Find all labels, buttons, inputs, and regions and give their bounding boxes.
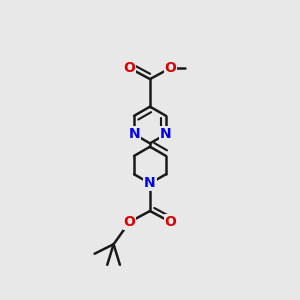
Text: N: N (128, 127, 140, 141)
Text: O: O (124, 61, 135, 75)
Text: O: O (165, 61, 176, 75)
Text: O: O (165, 215, 176, 229)
Text: N: N (160, 127, 172, 141)
Text: O: O (124, 215, 135, 229)
Text: N: N (144, 176, 156, 190)
